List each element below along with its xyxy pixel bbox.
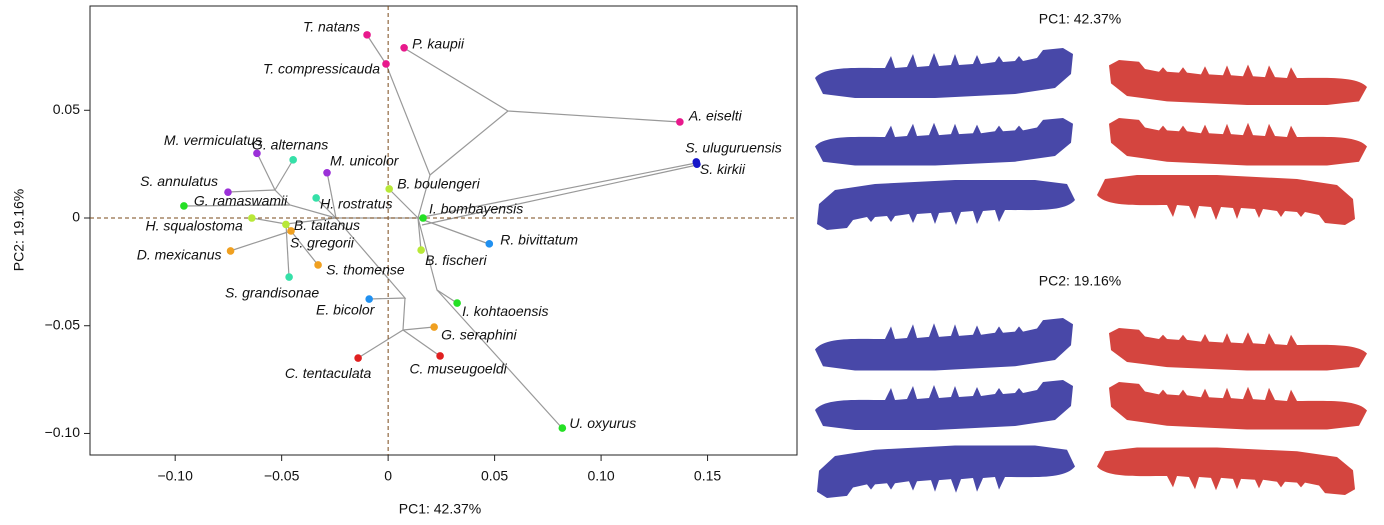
point-label: T. natans	[303, 19, 360, 35]
point-label: I. bombayensis	[429, 201, 523, 217]
point-label: M. unicolor	[330, 152, 400, 168]
y-tick-label: 0	[72, 209, 80, 225]
y-tick-label: −0.05	[45, 316, 81, 332]
x-axis-label: PC1: 42.37%	[399, 501, 482, 517]
panel-title: PC1: 42.37%	[1039, 11, 1122, 27]
point-label: A. eiselti	[688, 108, 743, 124]
point	[180, 202, 188, 210]
point	[354, 354, 362, 362]
point	[400, 44, 408, 52]
x-tick-label: −0.05	[264, 468, 300, 484]
point	[419, 214, 427, 222]
y-tick-label: 0.05	[53, 101, 80, 117]
point	[227, 247, 235, 255]
point-label: B. boulengeri	[397, 176, 480, 192]
point	[385, 185, 393, 193]
point-label: S. thomense	[326, 262, 405, 278]
point	[417, 246, 425, 254]
y-axis-label: PC2: 19.16%	[11, 189, 27, 272]
point-label: T. compressicauda	[263, 61, 380, 77]
point-label: U. oxyurus	[569, 415, 636, 431]
point-label: C. tentaculata	[285, 365, 372, 381]
point-label: G. ramaswamii	[194, 193, 288, 209]
point	[485, 240, 493, 248]
point	[430, 323, 438, 331]
point	[289, 156, 297, 164]
point-label: C. museugoeldi	[409, 361, 507, 377]
point-label: S. grandisonae	[225, 285, 319, 301]
figure: PC1: 42.37% PC2: 19.16% PC1: 42.37% PC2:…	[0, 0, 1384, 520]
point	[453, 299, 461, 307]
point-label: I. kohtaoensis	[462, 303, 548, 319]
point	[248, 214, 256, 222]
point	[314, 261, 322, 269]
point	[323, 169, 331, 177]
point	[285, 273, 293, 281]
x-tick-label: 0.05	[481, 468, 508, 484]
point-label: G. alternans	[252, 137, 328, 153]
point	[282, 221, 290, 229]
point	[559, 424, 567, 432]
point-label: P. kaupii	[412, 36, 465, 52]
x-tick-label: −0.10	[157, 468, 193, 484]
point-label: M. vermiculatus	[164, 132, 262, 148]
point	[312, 194, 320, 202]
y-tick-label: −0.10	[45, 424, 81, 440]
point	[363, 31, 371, 39]
point	[676, 118, 684, 126]
point-label: S. kirkii	[700, 161, 746, 177]
point-label: H. squalostoma	[146, 218, 243, 234]
x-tick-label: 0	[384, 468, 392, 484]
point	[382, 60, 390, 68]
point-label: S. annulatus	[140, 173, 218, 189]
point-label: B. fischeri	[425, 252, 487, 268]
point-label: D. mexicanus	[137, 247, 222, 263]
point-label: G. seraphini	[441, 327, 517, 343]
point	[436, 352, 444, 360]
point-label: S. gregorii	[290, 235, 355, 251]
point	[287, 227, 295, 235]
panel-title: PC2: 19.16%	[1039, 273, 1122, 289]
x-tick-label: 0.15	[694, 468, 721, 484]
point-label: S. uluguruensis	[685, 140, 782, 156]
point-label: B. taitanus	[294, 217, 360, 233]
point-label: E. bicolor	[316, 302, 376, 318]
x-tick-label: 0.10	[587, 468, 614, 484]
point-label: H. rostratus	[320, 196, 392, 212]
point-label: R. bivittatum	[500, 232, 578, 248]
